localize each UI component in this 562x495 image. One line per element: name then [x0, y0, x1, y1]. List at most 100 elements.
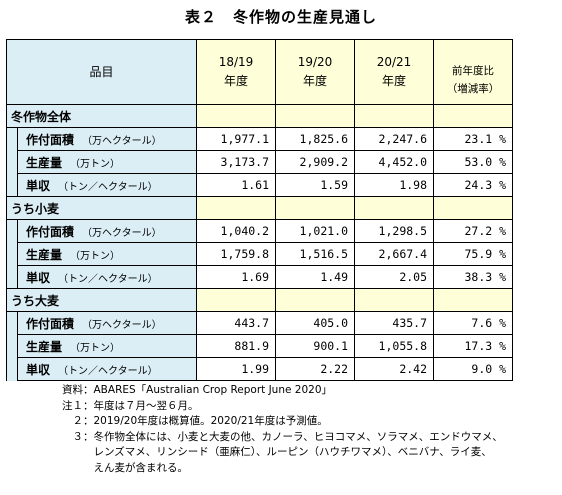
header-col-2021-label: 年度	[382, 74, 407, 88]
empty-cell	[354, 196, 435, 220]
value-cell-v4: 27.2 %	[433, 219, 514, 243]
table-row: 生産量 （万トン） 1,759.8 1,516.5 2,667.4 75.9 %	[6, 242, 514, 266]
row-unit: （万ヘクタール）	[82, 227, 162, 239]
note-source: 資料：ABARES「Australian Crop Report June 20…	[62, 384, 333, 396]
empty-cell	[275, 196, 356, 220]
indent-cell	[6, 127, 18, 151]
header-col-1819-label: 年度	[224, 74, 249, 88]
row-label: 生産量	[26, 339, 63, 354]
value-cell-v2: 2,909.2	[275, 150, 356, 174]
header-col-1819-year: 18/19	[218, 55, 254, 69]
production-table: 品目 18/19 年度 19/20 年度 20/21 年度 前年度比 （増減率）…	[5, 39, 514, 381]
empty-cell	[354, 288, 435, 312]
value-cell-v4: 9.0 %	[433, 357, 514, 381]
indent-cell	[6, 150, 18, 174]
group-name: 冬作物全体	[5, 104, 197, 128]
table-row: 単収 （トン／ヘクタール） 1.61 1.59 1.98 24.3 %	[6, 173, 514, 197]
empty-cell	[196, 196, 277, 220]
table-row: 作付面積 （万ヘクタール） 1,977.1 1,825.6 2,247.6 23.1 %	[6, 127, 514, 151]
indent-cell	[6, 265, 18, 289]
group-name: うち小麦	[5, 196, 197, 220]
header-col-1920: 19/20 年度	[275, 39, 356, 105]
value-cell-v4: 53.0 %	[433, 150, 514, 174]
value-cell-v2: 1,516.5	[275, 242, 356, 266]
note-3: ３：冬作物全体には、小麦と大麦の他、カノーラ、ヒヨコマメ、ソラマメ、エンドウマメ…	[62, 430, 503, 443]
empty-cell	[275, 288, 356, 312]
row-label-cell: 単収 （トン／ヘクタール）	[16, 265, 198, 289]
header-item: 品目	[5, 39, 198, 105]
value-cell-v1: 881.9	[196, 334, 277, 358]
value-cell-v1: 1.61	[196, 173, 277, 197]
group-row: うち大麦	[5, 288, 514, 312]
row-unit: （万ヘクタール）	[82, 135, 162, 147]
row-unit: （トン／ヘクタール）	[58, 181, 158, 193]
note-2: ２：2019/20年度は概算値。2020/21年度は予測値。	[62, 415, 328, 427]
row-label: 生産量	[26, 155, 63, 170]
group-row: 冬作物全体	[5, 104, 514, 128]
table-row: 作付面積 （万ヘクタール） 1,040.2 1,021.0 1,298.5 27.2 %	[6, 219, 514, 243]
group-row: うち小麦	[5, 196, 514, 220]
table-row: 生産量 （万トン） 3,173.7 2,909.2 4,452.0 53.0 %	[6, 150, 514, 174]
value-cell-v3: 1.98	[354, 173, 435, 197]
row-label-cell: 単収 （トン／ヘクタール）	[16, 357, 198, 381]
row-label: 単収	[26, 178, 51, 193]
indent-cell	[6, 334, 18, 358]
value-cell-v3: 2,667.4	[354, 242, 435, 266]
note-3-cont-2: えん麦が含まれる。	[62, 461, 188, 474]
indent-cell	[6, 242, 18, 266]
value-cell-v3: 435.7	[354, 311, 435, 335]
value-cell-v1: 1.69	[196, 265, 277, 289]
value-cell-v2: 1,825.6	[275, 127, 356, 151]
header-col-1920-year: 19/20	[297, 55, 333, 69]
value-cell-v1: 1,977.1	[196, 127, 277, 151]
value-cell-v4: 7.6 %	[433, 311, 514, 335]
value-cell-v3: 2.05	[354, 265, 435, 289]
table-row: 作付面積 （万ヘクタール） 443.7 405.0 435.7 7.6 %	[6, 311, 514, 335]
value-cell-v1: 443.7	[196, 311, 277, 335]
value-cell-v4: 17.3 %	[433, 334, 514, 358]
header-col-change: 前年度比 （増減率）	[433, 39, 514, 105]
value-cell-v2: 1.59	[275, 173, 356, 197]
header-row: 品目 18/19 年度 19/20 年度 20/21 年度 前年度比 （増減率）	[5, 39, 514, 105]
header-col-2021: 20/21 年度	[354, 39, 435, 105]
value-cell-v3: 2.42	[354, 357, 435, 381]
header-col-change-sub: （増減率）	[446, 83, 500, 95]
row-label-cell: 作付面積 （万ヘクタール）	[16, 127, 198, 151]
group-name: うち大麦	[5, 288, 197, 312]
value-cell-v1: 1.99	[196, 357, 277, 381]
row-label-cell: 作付面積 （万ヘクタール）	[16, 219, 198, 243]
value-cell-v1: 3,173.7	[196, 150, 277, 174]
indent-cell	[6, 357, 18, 381]
row-label-cell: 生産量 （万トン）	[16, 242, 198, 266]
value-cell-v2: 1,021.0	[275, 219, 356, 243]
row-unit: （トン／ヘクタール）	[58, 365, 158, 377]
indent-cell	[6, 311, 18, 335]
value-cell-v1: 1,759.8	[196, 242, 277, 266]
empty-cell	[196, 104, 277, 128]
value-cell-v3: 1,055.8	[354, 334, 435, 358]
value-cell-v2: 1.49	[275, 265, 356, 289]
row-unit: （万ヘクタール）	[82, 319, 162, 331]
row-label: 作付面積	[26, 316, 75, 331]
note-1: 注１：年度は７月～翌６月。	[62, 399, 199, 412]
value-cell-v3: 2,247.6	[354, 127, 435, 151]
value-cell-v3: 4,452.0	[354, 150, 435, 174]
table-row: 生産量 （万トン） 881.9 900.1 1,055.8 17.3 %	[6, 334, 514, 358]
value-cell-v4: 23.1 %	[433, 127, 514, 151]
notes: 資料：ABARES「Australian Crop Report June 20…	[62, 383, 503, 476]
table-row: 単収 （トン／ヘクタール） 1.99 2.22 2.42 9.0 %	[6, 357, 514, 381]
empty-cell	[196, 288, 277, 312]
table-row: 単収 （トン／ヘクタール） 1.69 1.49 2.05 38.3 %	[6, 265, 514, 289]
row-label-cell: 生産量 （万トン）	[16, 334, 198, 358]
row-unit: （万トン）	[70, 342, 121, 354]
row-unit: （万トン）	[70, 250, 121, 262]
empty-cell	[433, 196, 514, 220]
empty-cell	[433, 288, 514, 312]
value-cell-v4: 38.3 %	[433, 265, 514, 289]
row-label: 生産量	[26, 247, 63, 262]
indent-cell	[6, 219, 18, 243]
note-3-cont-1: レンズマメ、リンシード（亜麻仁）、ルーピン（ハウチワマメ）、ベニバナ、ライ麦、	[62, 446, 492, 458]
row-label-cell: 単収 （トン／ヘクタール）	[16, 173, 198, 197]
value-cell-v2: 900.1	[275, 334, 356, 358]
row-label: 単収	[26, 270, 51, 285]
